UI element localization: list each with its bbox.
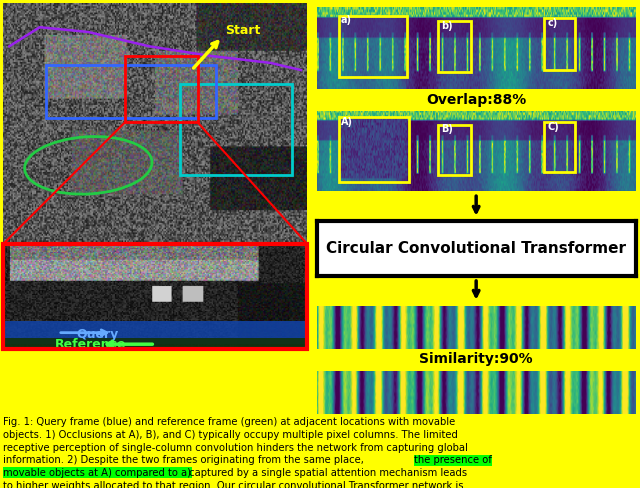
Text: A): A): [340, 117, 353, 126]
Bar: [46, 65, 216, 118]
Bar: [438, 124, 471, 175]
Text: the presence of: the presence of: [414, 455, 492, 465]
Text: Circular Convolutional Transformer: Circular Convolutional Transformer: [326, 241, 626, 256]
Text: to higher weights allocated to that region. Our circular convolutional Transform: to higher weights allocated to that regi…: [3, 481, 464, 488]
Text: C): C): [547, 122, 559, 132]
Bar: [545, 122, 575, 172]
Bar: [125, 56, 198, 122]
Text: Query: Query: [76, 328, 118, 341]
Bar: [179, 84, 292, 175]
Text: objects. 1) Occlusions at A), B), and C) typically occupy multiple pixel columns: objects. 1) Occlusions at A), B), and C)…: [3, 430, 458, 440]
Bar: [545, 19, 575, 70]
Text: captured by a single spatial attention mechanism leads: captured by a single spatial attention m…: [186, 468, 467, 478]
Text: information. 2) Despite the two frames originating from the same place,: information. 2) Despite the two frames o…: [3, 455, 369, 465]
Text: Start: Start: [225, 24, 260, 37]
Text: Similarity:90%: Similarity:90%: [419, 352, 533, 366]
Text: c): c): [547, 18, 557, 28]
Text: B): B): [442, 124, 454, 134]
Text: Reference: Reference: [55, 338, 126, 351]
Text: movable objects at A) compared to a): movable objects at A) compared to a): [3, 468, 191, 478]
Text: receptive perception of single-column convolution hinders the network from captu: receptive perception of single-column co…: [3, 443, 468, 452]
Bar: [3, 339, 307, 349]
Text: b): b): [442, 20, 453, 31]
Bar: [3, 321, 307, 344]
Text: a): a): [340, 16, 352, 25]
Text: Fig. 1: Query frame (blue) and reference frame (green) at adjacent locations wit: Fig. 1: Query frame (blue) and reference…: [3, 417, 456, 427]
Text: Overlap:88%: Overlap:88%: [426, 93, 526, 107]
Bar: [339, 16, 408, 77]
Bar: [438, 21, 471, 72]
Bar: [339, 117, 408, 183]
